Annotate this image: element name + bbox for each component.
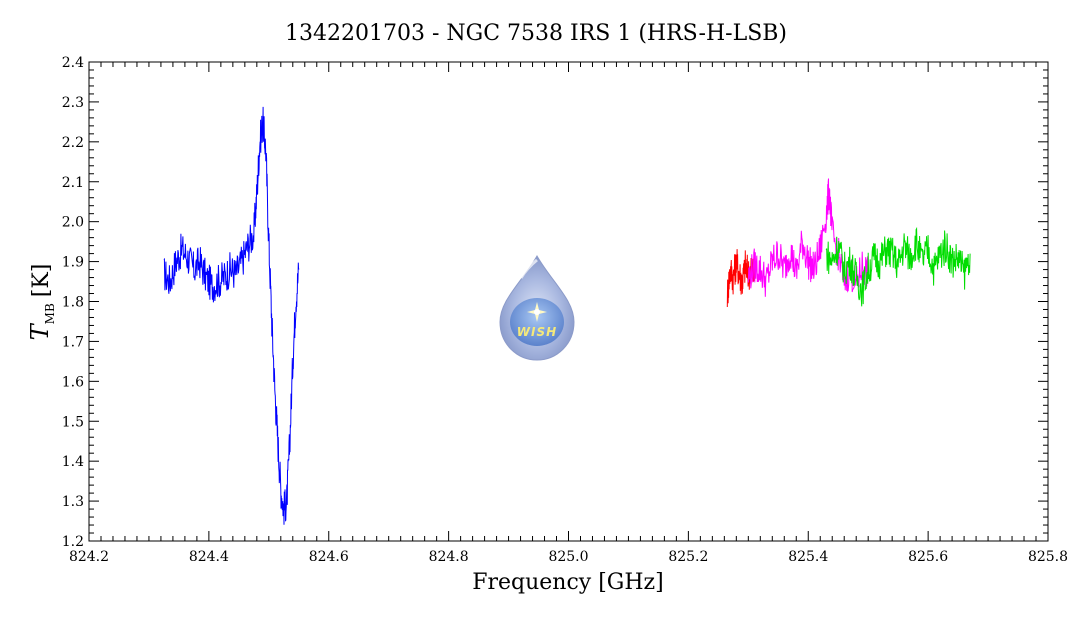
- y-tick-label: 1.5: [62, 414, 84, 430]
- y-axis-label-main: T: [26, 322, 54, 340]
- series-line-2: [726, 249, 755, 308]
- y-tick-label: 2.2: [62, 135, 84, 151]
- x-tick-label: 824.8: [429, 549, 469, 565]
- x-tick-label: 825.4: [788, 549, 828, 565]
- series-line-4: [825, 226, 971, 307]
- x-tick-label: 825.8: [1028, 549, 1068, 565]
- x-tick-label: 824.6: [309, 549, 349, 565]
- y-axis-label-unit: [K]: [29, 264, 54, 298]
- series-line-1: [163, 106, 300, 525]
- wish-logo: WISH: [499, 255, 575, 361]
- y-tick-label: 2.4: [62, 55, 84, 71]
- x-tick-label: 825.6: [908, 549, 948, 565]
- x-axis: 824.2 824.4 824.6 824.8 825.0 825.2 825.4 825.6…: [69, 62, 1068, 565]
- y-tick-label: 1.7: [62, 334, 84, 350]
- y-tick-label: 2.0: [62, 215, 84, 231]
- y-axis-label-sub: MB: [43, 303, 57, 324]
- y-tick-label: 2.3: [62, 95, 84, 111]
- x-tick-label: 824.4: [189, 549, 229, 565]
- y-axis-label: TMB [K]: [26, 264, 57, 341]
- y-tick-label: 2.1: [62, 175, 84, 191]
- series-group: [163, 106, 971, 525]
- wish-logo-text: WISH: [517, 325, 557, 339]
- y-tick-label: 1.2: [62, 534, 84, 550]
- y-tick-label: 1.4: [62, 454, 84, 470]
- y-tick-label: 1.3: [62, 494, 84, 510]
- x-tick-label: 824.2: [69, 549, 109, 565]
- x-axis-label: Frequency [GHz]: [472, 570, 664, 595]
- y-tick-label: 1.9: [62, 255, 84, 271]
- x-tick-label: 825.0: [548, 549, 588, 565]
- y-tick-label: 1.6: [62, 374, 84, 390]
- y-axis: 1.2 1.3 1.4 1.5 1.6 1.7 1.8 1.9 2.0 2.1 2.2 2.3 2.4: [62, 55, 1048, 550]
- chart-title: 1342201703 - NGC 7538 IRS 1 (HRS-H-LSB): [285, 21, 787, 46]
- y-tick-label: 1.8: [62, 295, 84, 311]
- x-tick-label: 825.2: [668, 549, 708, 565]
